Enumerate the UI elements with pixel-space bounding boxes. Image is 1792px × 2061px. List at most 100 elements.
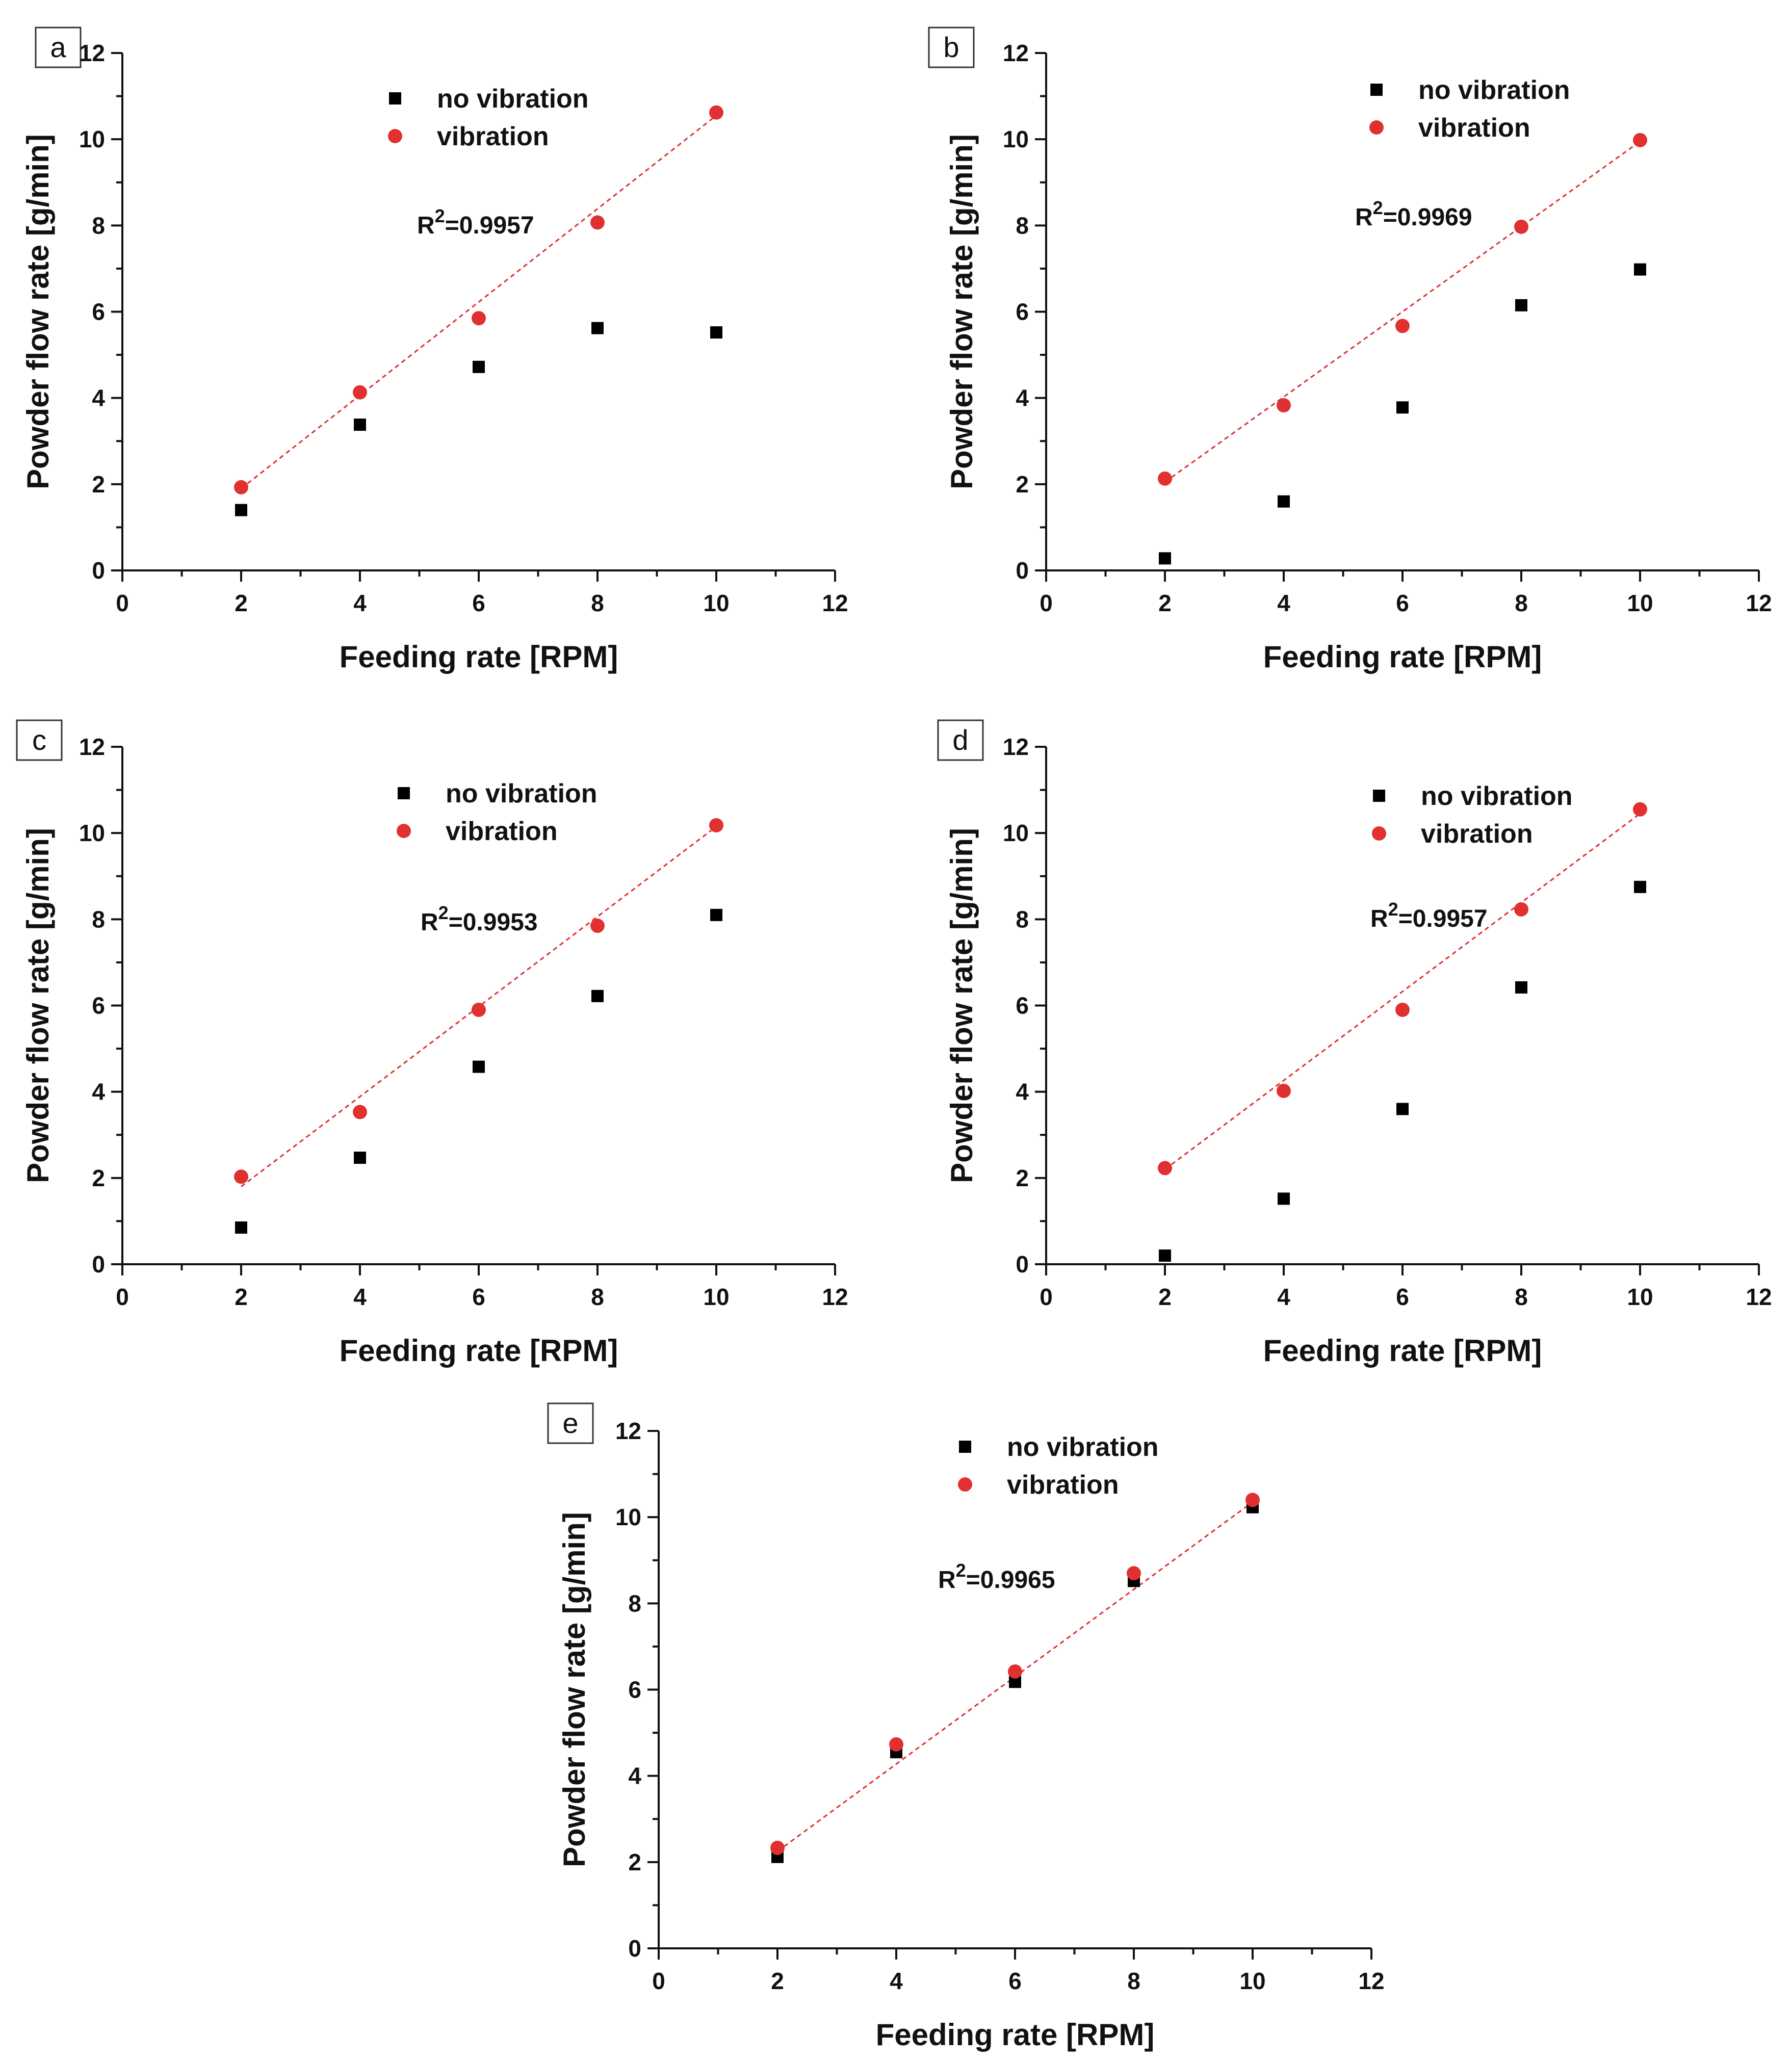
vibration-point [1245,1493,1260,1507]
vibration-point [1395,319,1410,333]
vibration-point [353,385,367,400]
r-squared-annotation: R2=0.9953 [421,902,538,936]
no-vibration-point [710,908,722,921]
y-tick-label: 4 [1016,1079,1029,1105]
r-squared-annotation: R2=0.9969 [1355,197,1472,231]
chart-panel-b: b 0 2 4 6 8 10 12 0 2 4 6 8 10 12 Feeding rate [RPM] Pow… [928,27,1772,674]
x-tick-label: 0 [652,1968,665,1994]
y-tick-label: 4 [92,385,105,411]
panel-label-box [35,27,82,68]
x-tick-label: 2 [235,590,248,616]
fit-line [1164,813,1641,1170]
x-tick-label: 2 [1158,590,1172,616]
x-tick-label: 0 [1040,1284,1053,1310]
legend-marker-vibration [388,129,402,143]
y-tick-label: 12 [615,1418,641,1444]
vibration-point [1514,219,1528,234]
x-tick-label: 4 [1277,1284,1290,1310]
chart-panel-c: c 0 2 4 6 8 10 12 0 2 4 6 8 10 12 Feeding rate [RPM] Pow… [16,719,848,1368]
vibration-point [1277,1083,1291,1098]
y-tick-label: 6 [1016,299,1029,325]
y-tick-label: 2 [628,1849,641,1875]
x-tick-label: 2 [1158,1284,1172,1310]
x-tick-label: 8 [1127,1968,1140,1994]
no-vibration-point [235,504,247,516]
x-tick-label: 12 [1358,1968,1384,1994]
y-tick-label: 8 [92,212,105,239]
legend-marker-no-vibration [398,787,410,799]
y-tick-label: 12 [79,734,105,760]
legend-marker-no-vibration [389,92,401,105]
y-tick-label: 4 [92,1079,105,1105]
no-vibration-point [1278,1192,1290,1205]
y-axis-title: Powder flow rate [g/min] [21,828,55,1183]
x-tick-label: 12 [822,590,848,616]
x-tick-label: 12 [1746,590,1772,616]
y-axis-title: Powder flow rate [g/min] [21,134,55,489]
legend-label: no vibration [1421,781,1573,811]
y-tick-label: 10 [1003,820,1029,846]
y-tick-label: 10 [1003,126,1029,152]
legend-marker-vibration [958,1477,972,1492]
legend-marker-vibration [397,824,411,838]
x-tick-label: 0 [116,590,129,616]
no-vibration-point [1634,263,1646,276]
y-tick-label: 10 [79,126,105,152]
fit-line [241,115,717,489]
no-vibration-point [1515,299,1527,311]
y-tick-label: 6 [92,299,105,325]
x-tick-label: 10 [703,1284,729,1310]
fit-line [1164,141,1641,483]
vibration-point [1514,902,1528,917]
y-tick-label: 8 [628,1590,641,1616]
chart-panel-d: d 0 2 4 6 8 10 12 0 2 4 6 8 10 12 Feeding rate [RPM] Pow… [937,719,1772,1368]
x-axis-title: Feeding rate [RPM] [340,640,618,674]
panel-label: e [562,1407,578,1439]
vibration-point [1008,1664,1022,1679]
x-tick-label: 0 [1040,590,1053,616]
x-tick-label: 10 [1239,1968,1265,1994]
x-tick-label: 4 [353,1284,367,1310]
x-tick-label: 6 [1396,590,1409,616]
y-axis-title: Powder flow rate [g/min] [557,1512,591,1867]
y-tick-label: 4 [628,1763,641,1789]
y-tick-label: 0 [1016,1251,1029,1277]
y-tick-label: 0 [92,557,105,584]
y-axis-title: Powder flow rate [g/min] [945,134,979,489]
vibration-point [889,1737,903,1752]
no-vibration-point [354,419,366,431]
y-tick-label: 10 [615,1504,641,1530]
x-tick-label: 6 [472,1284,485,1310]
x-tick-label: 8 [591,590,604,616]
vibration-point [770,1840,785,1855]
legend-label: vibration [1418,113,1530,143]
no-vibration-point [591,322,604,334]
y-tick-label: 0 [1016,557,1029,584]
vibration-point [1127,1566,1141,1581]
x-tick-label: 4 [353,590,367,616]
legend-label: no vibration [1418,75,1570,105]
vibration-point [234,1169,248,1184]
legend-marker-vibration [1372,826,1386,841]
r-squared-annotation: R2=0.9965 [938,1560,1055,1594]
vibration-point [1633,802,1647,817]
vibration-point [472,311,486,326]
panel-label-box [928,27,975,68]
x-axis-title: Feeding rate [RPM] [876,2018,1155,2052]
legend-label: vibration [1007,1470,1119,1500]
legend-marker-no-vibration [959,1441,971,1453]
x-tick-label: 2 [771,1968,784,1994]
x-tick-label: 4 [1277,590,1290,616]
y-tick-label: 12 [1003,40,1029,66]
x-tick-label: 10 [703,590,729,616]
no-vibration-point [1515,981,1527,994]
x-tick-label: 6 [1396,1284,1409,1310]
legend-marker-vibration [1369,120,1384,135]
chart-panel-a: a 0 2 4 6 8 10 12 0 2 4 6 8 10 12 Feeding rate [RPM] Pow… [21,27,848,674]
panel-label: c [32,724,46,756]
no-vibration-point [710,326,722,339]
legend-label: no vibration [446,779,598,808]
x-axis-title: Feeding rate [RPM] [340,1334,618,1368]
x-tick-label: 4 [890,1968,903,1994]
